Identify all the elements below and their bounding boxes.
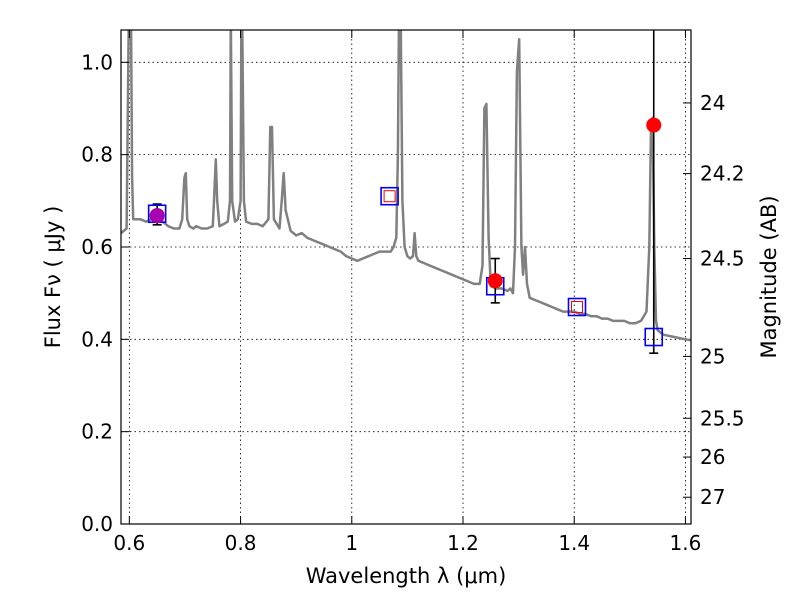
plot-frame <box>120 29 692 525</box>
x-axis-label: Wavelength λ (μm) <box>306 564 507 588</box>
y-tick-label: 1.0 <box>81 50 113 74</box>
y2-tick-label: 24.2 <box>700 162 745 186</box>
observed-flux-point <box>646 117 662 133</box>
y2-tick-label: 26 <box>700 445 725 469</box>
y-axis-ticks: 0.0 0.2 0.4 0.6 0.8 1.0 <box>81 50 129 536</box>
synthetic-flux-square <box>380 186 399 206</box>
y2-tick-label: 25.5 <box>700 406 745 430</box>
overlap-point <box>149 208 165 224</box>
y2-axis-ticks: 24 24.2 24.5 25 25.5 26 27 <box>683 91 745 509</box>
y2-tick-label: 24 <box>700 91 725 115</box>
observed-flux-point <box>487 273 503 289</box>
synthetic-flux-square <box>567 297 587 317</box>
y2-tick-label: 27 <box>700 485 725 509</box>
y2-tick-label: 25 <box>700 344 725 368</box>
marker-layer <box>147 30 664 354</box>
y-tick-label: 0.4 <box>81 327 113 351</box>
synthetic-flux-square <box>644 327 664 347</box>
y2-tick-label: 24.5 <box>700 247 745 271</box>
y-tick-label: 0.8 <box>81 143 113 167</box>
upper-limit-square <box>383 190 396 203</box>
x-tick-label: 1.4 <box>558 531 590 555</box>
x-tick-label: 1.2 <box>447 531 479 555</box>
model-spectrum-line <box>121 30 691 342</box>
x-axis-ticks: 0.6 0.8 1 1.2 1.4 1.6 <box>113 30 701 555</box>
plot-background <box>121 30 691 524</box>
y-tick-label: 0.2 <box>81 420 113 444</box>
upper-limit-square <box>571 301 583 314</box>
y-tick-label: 0.0 <box>81 512 113 536</box>
y-axis-label: Flux Fν ( μJy ) <box>41 206 65 349</box>
x-tick-label: 1 <box>345 531 358 555</box>
plot-area <box>121 30 691 342</box>
y-tick-label: 0.6 <box>81 235 113 259</box>
y2-axis-label: Magnitude (AB) <box>757 195 781 358</box>
x-tick-label: 1.6 <box>670 531 702 555</box>
x-tick-label: 0.6 <box>113 531 145 555</box>
x-tick-label: 0.8 <box>225 531 257 555</box>
